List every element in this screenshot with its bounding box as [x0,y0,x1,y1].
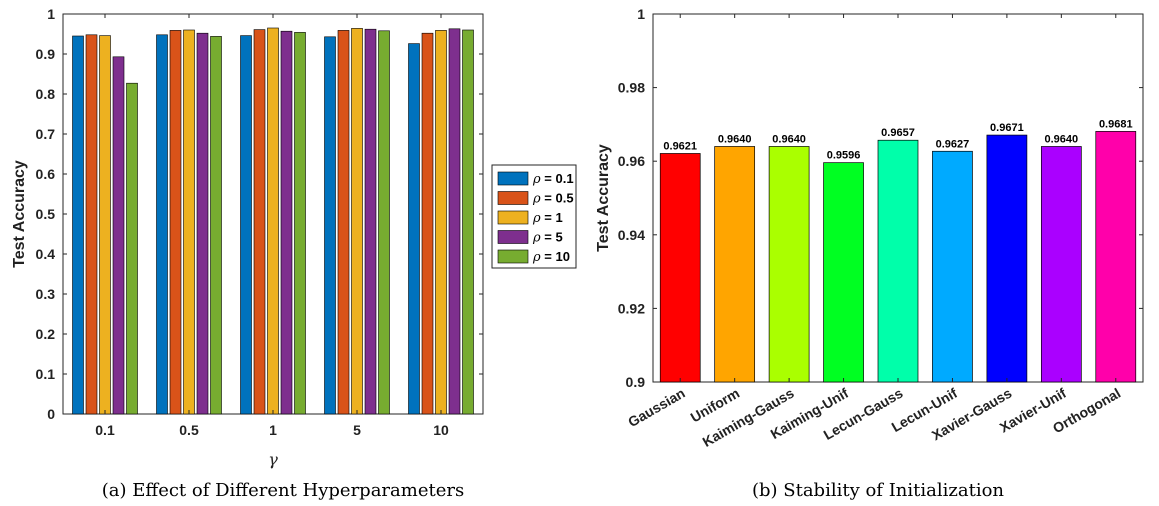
x-tick-label: 0.1 [95,422,115,438]
y-tick-label: 0.2 [36,326,56,342]
legend-swatch [497,230,529,244]
data-label: 0.9640 [1045,133,1079,145]
data-label: 0.9657 [881,127,915,139]
chart-b-y-axis-label: Test Accuracy [595,144,612,252]
legend-swatch [497,249,529,264]
bar [1040,146,1082,383]
bar [421,32,434,415]
bar [932,150,973,383]
y-tick-label: 0.94 [618,227,645,243]
bar [378,30,390,415]
bar [823,162,864,383]
data-label: 0.9681 [1099,118,1133,130]
y-tick-label: 0 [47,406,55,422]
x-tick-label: 5 [353,422,361,438]
chart-b-caption: (b) Stability of Initialization [752,480,1004,501]
bar [85,34,98,415]
legend-swatch [497,210,529,225]
x-tick-label: Gaussian [625,385,688,430]
x-tick-label: 0.5 [179,422,199,438]
y-tick-label: 0.6 [36,166,56,182]
bar [659,153,701,383]
y-tick-label: 0.98 [618,80,645,96]
data-label: 0.9640 [718,133,752,145]
y-tick-label: 0.9 [36,46,56,62]
bar [324,36,336,415]
bar [169,30,182,415]
chart-a-y-axis-label: Test Accuracy [11,160,28,268]
legend-swatch [497,191,529,205]
y-tick-label: 0.4 [36,246,56,262]
bar [210,36,222,415]
bar [280,30,293,415]
y-tick-label: 0.92 [618,300,645,316]
y-tick-label: 0.8 [36,86,56,102]
y-tick-label: 0.96 [618,153,645,169]
chart-b: 0.9621 0.9640 0.9640 0.9596 0.9657 0.9627 0.96… [595,6,1144,501]
data-label: 0.9596 [827,150,861,162]
y-tick-label: 0.7 [36,126,56,142]
bar [240,35,252,415]
legend-label: ρ = 0.5 [532,191,574,207]
y-tick-label: 1 [47,6,55,22]
bar [351,28,363,415]
bar [337,30,350,415]
bar [196,32,209,415]
x-tick-label: Kaiming-Gauss [700,385,797,450]
bar [986,134,1028,383]
data-label: 0.9627 [936,138,970,150]
y-tick-label: 0.3 [36,286,56,302]
bar [1095,131,1137,383]
bar [156,34,168,415]
y-tick-label: 0.1 [36,366,56,382]
bar [294,32,306,415]
chart-a-caption: (a) Effect of Different Hyperparameters [102,480,464,501]
y-tick-label: 1 [637,6,645,22]
legend-swatch [497,171,529,186]
bar [408,43,420,415]
bar [253,29,266,415]
bar [183,29,195,415]
y-tick-label: 0.9 [626,374,646,390]
legend-label: ρ = 5 [532,230,563,246]
chart-a-legend: ρ = 0.1 ρ = 0.5 ρ = 1 ρ = 5 ρ = 10 [491,164,577,269]
bar [72,35,84,415]
legend-label: ρ = 0.1 [532,171,574,187]
y-tick-label: 0.5 [36,206,56,222]
bar [877,139,919,383]
bar [267,27,279,415]
x-tick-label: 10 [433,422,449,438]
x-tick-label: 1 [269,422,277,438]
data-label: 0.9671 [990,122,1024,134]
data-label: 0.9640 [772,133,806,145]
bar [462,29,474,415]
chart-a: 0 0.1 0.2 0.3 0.4 0.5 0.6 0.7 0.8 0.9 1 0.1 0.5 1 5 10… [11,6,577,501]
bar [99,35,111,415]
bar [364,28,377,415]
bar [768,146,810,383]
legend-label: ρ = 1 [532,210,563,226]
chart-a-x-axis-label: γ [268,450,278,469]
legend-label: ρ = 10 [532,249,570,265]
data-label: 0.9621 [663,140,697,152]
bar [435,30,447,415]
bar [448,28,461,415]
bar [112,56,125,415]
bar [714,146,756,383]
bar [126,82,138,415]
